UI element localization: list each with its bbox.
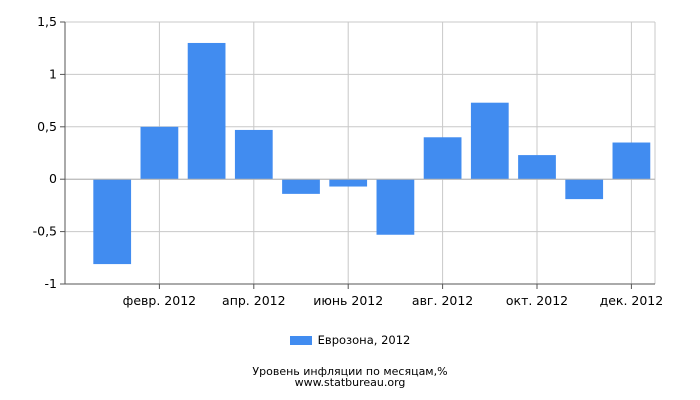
- y-tick-label: -1: [45, 276, 57, 291]
- x-tick-label: февр. 2012: [123, 293, 196, 308]
- y-tick-label: -0,5: [33, 224, 57, 239]
- bar: [234, 129, 273, 180]
- bar: [470, 102, 509, 180]
- x-tick-label: авг. 2012: [412, 293, 473, 308]
- axes: [60, 21, 655, 289]
- y-axis-labels: 1,5 1 0,5 0 -0,5 -1: [33, 14, 57, 291]
- bar: [423, 137, 462, 180]
- bars: [93, 42, 651, 265]
- x-tick-label: дек. 2012: [600, 293, 664, 308]
- y-tick-label: 1,5: [37, 14, 57, 29]
- y-tick-label: 0: [49, 171, 57, 186]
- legend-label: Еврозона, 2012: [317, 333, 411, 347]
- x-axis-labels: февр. 2012 апр. 2012 июнь 2012 авг. 2012 окт…: [123, 293, 664, 308]
- legend-swatch: [289, 335, 312, 345]
- bar: [376, 179, 415, 235]
- bar: [187, 42, 226, 180]
- bar: [282, 179, 320, 194]
- bar: [565, 179, 604, 200]
- bar: [140, 126, 179, 180]
- chart-caption: Уровень инфляции по месяцам,%: [252, 365, 448, 378]
- x-tick-label: окт. 2012: [506, 293, 568, 308]
- bar: [93, 179, 132, 265]
- legend: Еврозона, 2012: [0, 333, 700, 347]
- x-tick-label: апр. 2012: [222, 293, 286, 308]
- bar: [612, 142, 651, 180]
- source-caption: www.statbureau.org: [294, 376, 406, 389]
- y-tick-label: 0,5: [37, 119, 57, 134]
- bar: [518, 155, 556, 180]
- x-tick-label: июнь 2012: [313, 293, 383, 308]
- bar: [329, 179, 368, 187]
- y-tick-label: 1: [49, 66, 57, 81]
